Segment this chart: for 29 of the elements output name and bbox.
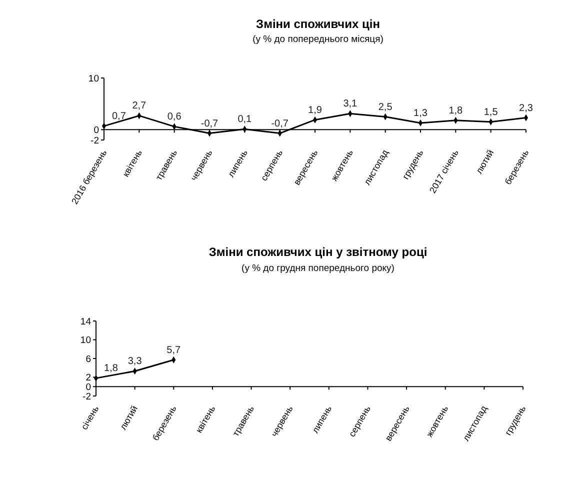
y-tick-label: 10 <box>80 335 91 346</box>
data-label: 1,5 <box>484 106 498 118</box>
chart-title: Зміни споживчих цін у звітному році <box>208 245 428 259</box>
y-tick-label: 6 <box>86 354 91 365</box>
data-label: 1,8 <box>104 363 118 374</box>
data-label: 1,8 <box>448 105 464 116</box>
chart-subtitle: (у % до попереднього місяця) <box>252 34 384 45</box>
data-label: 2,7 <box>132 100 147 112</box>
chart-title: Зміни споживчих цін <box>256 17 380 31</box>
data-label: -0,7 <box>271 118 289 130</box>
data-label: 0,6 <box>167 112 182 123</box>
data-label: 0,7 <box>112 111 126 122</box>
data-label: 1,9 <box>308 104 322 116</box>
y-tick-label: 2 <box>86 372 91 384</box>
data-label: 3,3 <box>128 356 142 368</box>
y-tick-label: 14 <box>80 316 91 328</box>
y-tick-label: -2 <box>90 135 99 146</box>
y-tick-label: -2 <box>82 391 91 402</box>
y-tick-label: 0 <box>86 382 91 393</box>
data-label: 1,3 <box>414 108 428 119</box>
y-tick-label: 0 <box>94 124 99 136</box>
data-label: 0,1 <box>238 114 252 126</box>
data-label: 2,3 <box>519 102 534 114</box>
data-label: 5,7 <box>166 344 182 356</box>
data-label: 3,1 <box>343 98 358 110</box>
data-label: 2,5 <box>378 102 393 113</box>
chart-subtitle: (у % до грудня попереднього року) <box>242 263 394 274</box>
y-tick-label: 10 <box>88 73 99 84</box>
data-label: -0,7 <box>200 118 219 130</box>
